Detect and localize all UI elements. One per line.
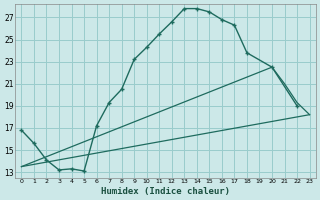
- X-axis label: Humidex (Indice chaleur): Humidex (Indice chaleur): [101, 187, 230, 196]
